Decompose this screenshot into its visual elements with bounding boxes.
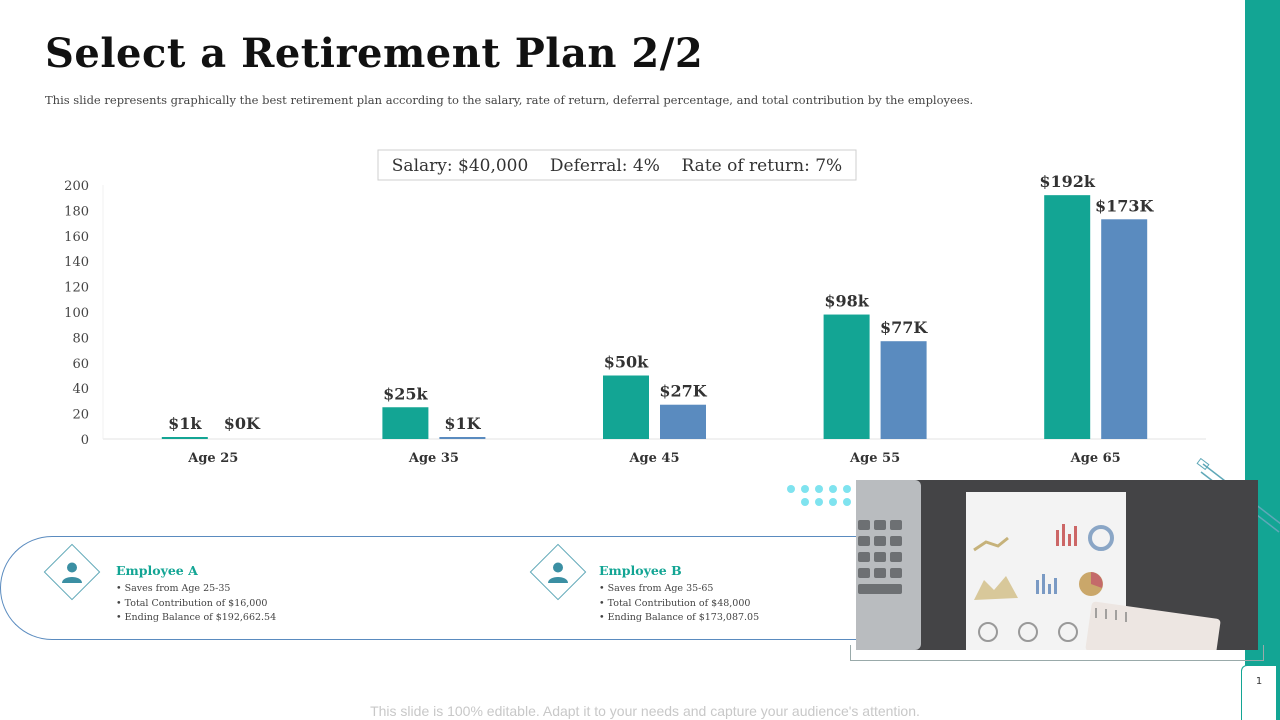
chart-title-box — [377, 149, 857, 181]
chart-title: Salary: $40,000 Deferral: 4% Rate of ret… — [392, 156, 842, 176]
employee-a-details: Saves from Age 25-35 Total Contribution … — [116, 582, 277, 626]
footer-note: This slide is 100% editable. Adapt it to… — [370, 703, 920, 719]
y-tick-label: 20 — [72, 408, 89, 423]
y-tick-label: 180 — [64, 204, 89, 219]
y-tick-label: 200 — [64, 179, 89, 194]
y-tick-label: 160 — [64, 230, 89, 245]
bar-employee-a — [382, 407, 429, 439]
person-icon — [62, 562, 82, 583]
bar-employee-b — [660, 404, 706, 439]
y-tick-label: 140 — [64, 255, 89, 270]
employee-a-detail-1: Saves from Age 25-35 — [116, 582, 276, 597]
data-label: $173K — [1095, 196, 1155, 215]
y-tick-label: 0 — [81, 433, 89, 448]
employee-a-detail-2: Total Contribution of $16,000 — [116, 597, 276, 612]
employee-b-details: Saves from Age 35-65 Total Contribution … — [599, 582, 760, 626]
x-category-label: Age 35 — [408, 451, 459, 466]
employee-a-detail-3: Ending Balance of $192,662.54 — [116, 611, 277, 626]
employee-a-icon-frame — [43, 543, 101, 601]
person-icon — [548, 562, 568, 583]
employee-b-detail-2: Total Contribution of $48,000 — [599, 597, 759, 612]
data-label: $98k — [824, 292, 869, 311]
x-category-label: Age 45 — [628, 451, 679, 466]
y-tick-label: 80 — [72, 331, 89, 346]
bar-employee-b — [1101, 219, 1148, 439]
employee-a-name: Employee A — [116, 563, 198, 578]
bar-employee-a — [603, 375, 649, 439]
x-category-label: Age 55 — [849, 451, 900, 466]
data-label: $1K — [444, 414, 481, 433]
data-label: $50k — [604, 353, 649, 372]
data-label: $1k — [168, 414, 202, 433]
y-tick-label: 120 — [64, 281, 89, 296]
employee-b-name: Employee B — [599, 563, 682, 578]
slide-title: Select a Retirement Plan 2/2 — [45, 30, 704, 77]
photo-frame — [850, 645, 1264, 661]
x-category-label: Age 65 — [1070, 451, 1121, 466]
data-label: $77K — [880, 318, 928, 337]
laptop-report-photo — [856, 480, 1258, 650]
bar-employee-a — [823, 314, 870, 439]
employee-b-detail-3: Ending Balance of $173,087.05 — [599, 611, 760, 626]
bar-employee-a — [161, 437, 208, 439]
data-label: $25k — [383, 384, 428, 403]
data-label: $27K — [659, 382, 707, 401]
bar-employee-a — [1044, 195, 1091, 439]
slide-subtitle: This slide represents graphically the be… — [45, 93, 974, 107]
y-tick-label: 40 — [72, 382, 89, 397]
employee-b-icon-frame — [529, 543, 587, 601]
data-label: $192k — [1039, 172, 1096, 191]
y-tick-label: 100 — [64, 306, 89, 321]
data-label: $0K — [224, 414, 261, 433]
employee-b-detail-1: Saves from Age 35-65 — [599, 582, 759, 597]
x-category-label: Age 25 — [187, 451, 238, 466]
bar-employee-b — [439, 437, 486, 439]
y-tick-label: 60 — [72, 357, 89, 372]
bar-employee-b — [880, 341, 927, 439]
page-number: 1 — [1241, 665, 1276, 720]
employee-panel — [0, 536, 900, 640]
